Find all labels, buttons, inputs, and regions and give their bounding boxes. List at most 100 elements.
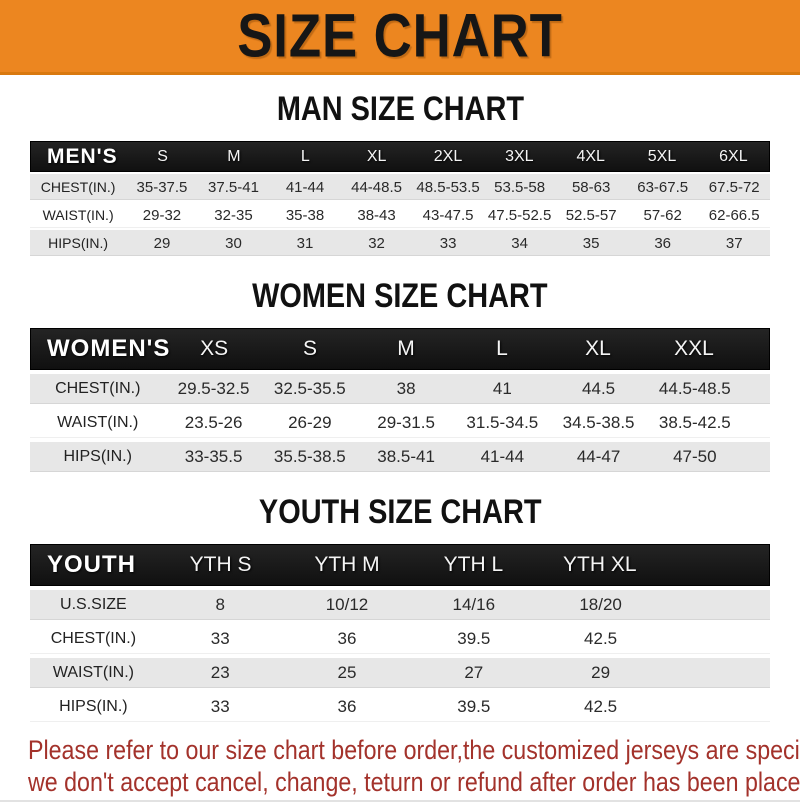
youth-size-value-2-2: 27 <box>464 663 484 682</box>
women-column-header-5: XXL <box>674 337 714 360</box>
women-table-row-0: CHEST(IN.) 29.5-32.5 32.5-35.5 38 41 44.5 44.5… <box>30 374 770 404</box>
man-size-chart-section: MAN SIZE CHART MEN'S S M L XL 2XL 3XL 4XL 5XL 6XL C… <box>0 91 800 256</box>
youth-table-row-1: CHEST(IN.) 33 36 39.5 42.5 <box>30 624 770 654</box>
women-size-value-2-5: 47-50 <box>673 447 717 466</box>
youth-table-row-0: U.S.SIZE 8 10/12 14/16 18/20 <box>30 590 770 620</box>
women-size-value-0-3: 41 <box>492 379 512 398</box>
banner-title: SIZE CHART <box>237 1 563 70</box>
man-column-header-5: 3XL <box>505 147 534 165</box>
man-size-value-2-6: 35 <box>582 234 600 252</box>
youth-size-chart-section: YOUTH SIZE CHART YOUTH YTH S YTH M YTH L YTH … <box>0 494 800 722</box>
women-section-title: WOMEN SIZE CHART <box>0 278 800 314</box>
man-column-header-8: 6XL <box>719 147 748 165</box>
women-size-value-2-1: 35.5-38.5 <box>273 447 346 466</box>
notice-line-2: we don't accept cancel, change, teturn o… <box>28 767 800 797</box>
man-row-label-0: CHEST(IN.) <box>40 179 116 195</box>
youth-row-label-3: HIPS(IN.) <box>59 698 128 715</box>
youth-column-header-1: YTH M <box>314 553 380 576</box>
youth-size-value-1-3: 42.5 <box>584 629 618 648</box>
women-size-table: WOMEN'S XS S M L XL XXL CHEST(IN.) 29.5-32.5 32.5… <box>30 328 770 472</box>
man-size-value-1-3: 38-43 <box>357 206 396 224</box>
women-table-row-2: HIPS(IN.) 33-35.5 35.5-38.5 38.5-41 41-44 44-… <box>30 442 770 472</box>
women-row-label-0: CHEST(IN.) <box>55 380 141 397</box>
women-row-label-2: HIPS(IN.) <box>63 448 132 465</box>
youth-size-value-3-1: 36 <box>337 697 357 716</box>
man-table-row-0: CHEST(IN.) 35-37.5 37.5-41 41-44 44-48.5 48.5… <box>30 174 770 200</box>
man-size-value-0-1: 37.5-41 <box>208 178 259 196</box>
women-size-value-1-2: 29-31.5 <box>377 413 435 432</box>
youth-table-corner-label: YOUTH <box>47 551 136 578</box>
man-column-header-6: 4XL <box>576 147 605 165</box>
man-column-header-0: S <box>157 147 168 165</box>
notice: Please refer to our size chart before or… <box>28 734 800 798</box>
man-column-header-3: XL <box>366 147 387 165</box>
man-size-value-0-2: 41-44 <box>285 178 325 196</box>
man-size-value-1-8: 62-66.5 <box>708 206 760 224</box>
women-section-title-text: WOMEN SIZE CHART <box>252 277 548 315</box>
women-size-value-0-5: 44.5-48.5 <box>658 379 731 398</box>
youth-column-header-2: YTH L <box>443 553 504 576</box>
women-size-value-0-1: 32.5-35.5 <box>273 379 346 398</box>
man-size-value-2-3: 32 <box>368 234 385 252</box>
youth-size-value-0-2: 14/16 <box>452 595 496 614</box>
youth-row-label-2: WAIST(IN.) <box>52 664 134 681</box>
youth-table-header-row: YOUTH YTH S YTH M YTH L YTH XL <box>30 544 770 586</box>
man-size-value-2-5: 34 <box>511 234 528 252</box>
women-size-value-0-2: 38 <box>396 379 416 398</box>
women-size-value-2-3: 41-44 <box>480 447 525 466</box>
man-size-value-2-8: 37 <box>725 234 743 252</box>
women-size-value-2-4: 44-47 <box>576 447 621 466</box>
women-size-value-0-0: 29.5-32.5 <box>177 379 250 398</box>
women-size-value-1-3: 31.5-34.5 <box>466 413 539 432</box>
youth-size-value-0-1: 10/12 <box>325 595 369 614</box>
man-size-value-1-2: 35-38 <box>285 206 325 224</box>
man-size-value-0-0: 35-37.5 <box>136 178 188 196</box>
man-section-title: MAN SIZE CHART <box>0 91 800 127</box>
youth-size-value-1-1: 36 <box>337 629 357 648</box>
youth-section-title-text: YOUTH SIZE CHART <box>258 493 542 531</box>
man-size-value-0-8: 67.5-72 <box>708 178 760 196</box>
women-column-header-2: M <box>397 337 415 360</box>
man-size-value-2-0: 29 <box>153 234 171 252</box>
man-size-value-2-2: 31 <box>296 234 314 252</box>
women-table-row-1: WAIST(IN.) 23.5-26 26-29 29-31.5 31.5-34.5 34… <box>30 408 770 438</box>
women-size-value-2-2: 38.5-41 <box>377 447 435 466</box>
women-column-header-3: L <box>496 337 508 360</box>
man-table-header-row: MEN'S S M L XL 2XL 3XL 4XL 5XL 6XL <box>30 141 770 172</box>
youth-size-value-3-0: 33 <box>210 697 230 716</box>
sections: MAN SIZE CHART MEN'S S M L XL 2XL 3XL 4XL 5XL 6XL C… <box>0 91 800 722</box>
youth-size-value-3-3: 42.5 <box>584 697 618 716</box>
women-size-value-2-0: 33-35.5 <box>184 447 243 466</box>
man-size-table: MEN'S S M L XL 2XL 3XL 4XL 5XL 6XL CHEST(IN.) 35-37… <box>30 141 770 256</box>
man-section-title-text: MAN SIZE CHART <box>276 90 524 128</box>
man-column-header-7: 5XL <box>647 147 677 165</box>
man-size-value-1-1: 32-35 <box>214 206 253 224</box>
man-size-value-0-7: 63-67.5 <box>637 178 689 196</box>
women-size-value-0-4: 44.5 <box>582 379 616 398</box>
man-size-value-1-6: 52.5-57 <box>565 206 617 224</box>
youth-size-value-3-2: 39.5 <box>457 697 491 716</box>
women-size-value-1-5: 38.5-42.5 <box>658 413 731 432</box>
notice-line-1: Please refer to our size chart before or… <box>28 735 800 765</box>
youth-row-label-1: CHEST(IN.) <box>50 630 137 647</box>
man-size-value-0-6: 58-63 <box>571 178 611 196</box>
youth-table-row-2: WAIST(IN.) 23 25 27 29 <box>30 658 770 688</box>
women-table-header-row: WOMEN'S XS S M L XL XXL <box>30 328 770 370</box>
man-size-value-2-1: 30 <box>225 234 242 252</box>
man-size-value-1-5: 47.5-52.5 <box>487 206 552 224</box>
banner: SIZE CHART <box>0 0 800 75</box>
women-column-header-1: S <box>303 337 318 360</box>
man-table-corner-label: MEN'S <box>47 144 118 168</box>
youth-column-header-0: YTH S <box>189 553 252 576</box>
women-size-value-1-0: 23.5-26 <box>184 413 243 432</box>
youth-row-label-0: U.S.SIZE <box>60 596 127 613</box>
man-size-value-2-7: 36 <box>654 234 672 252</box>
youth-size-value-1-2: 39.5 <box>457 629 491 648</box>
man-size-value-0-5: 53.5-58 <box>494 178 546 196</box>
women-size-chart-section: WOMEN SIZE CHART WOMEN'S XS S M L XL XXL CHEST(I… <box>0 278 800 472</box>
youth-section-title: YOUTH SIZE CHART <box>0 494 800 530</box>
man-column-header-2: L <box>300 147 310 165</box>
man-size-value-1-7: 57-62 <box>643 206 682 224</box>
man-size-value-1-4: 43-47.5 <box>422 206 474 224</box>
